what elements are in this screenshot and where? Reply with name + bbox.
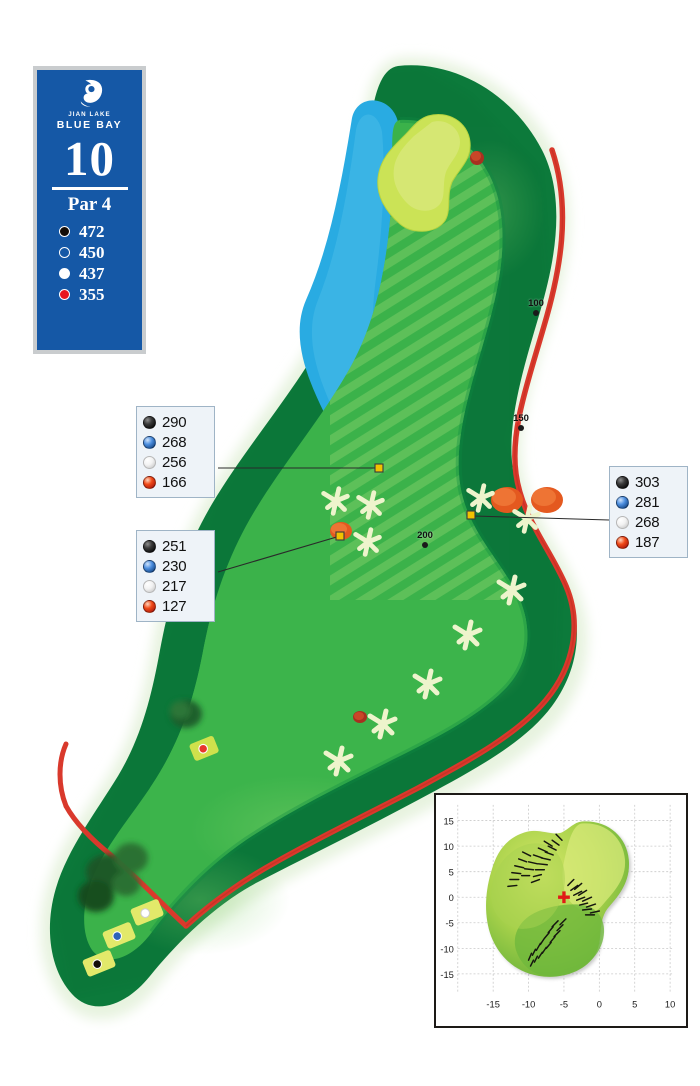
- bunkers: [330, 151, 563, 723]
- svg-text:10: 10: [443, 842, 453, 852]
- legend-row: 166: [143, 472, 207, 492]
- legend-row: 256: [143, 452, 207, 472]
- svg-text:10: 10: [665, 999, 675, 1009]
- yardage-marker-dot: [533, 310, 539, 316]
- legend-row: 268: [616, 512, 680, 532]
- yardage-marker-200: 200: [407, 531, 443, 548]
- distance-legend-lower-left: 251 230 217 127: [136, 530, 215, 622]
- red-ball-icon: [143, 599, 156, 613]
- white-tee-dot-icon: [59, 268, 70, 279]
- legend-row: 217: [143, 576, 207, 596]
- tee-yardage: 437: [79, 263, 105, 283]
- legend-distance: 230: [162, 557, 187, 575]
- svg-text:-10: -10: [522, 999, 535, 1009]
- tee-yardage: 355: [79, 284, 105, 304]
- legend-distance: 290: [162, 413, 187, 431]
- tee-yardage-list: 472 450 437 355: [37, 221, 142, 305]
- distance-legend-right: 303 281 268 187: [609, 466, 688, 558]
- sign-divider: [51, 187, 128, 190]
- palm-trees: [321, 483, 541, 777]
- tee-row: 355: [59, 284, 142, 305]
- leader-lines: [217, 463, 610, 573]
- legend-row: 303: [616, 472, 680, 492]
- legend-distance: 268: [635, 513, 660, 531]
- putting-green: [377, 114, 471, 232]
- legend-row: 187: [616, 532, 680, 552]
- legend-distance: 127: [162, 597, 187, 615]
- par-label: Par 4: [67, 194, 112, 215]
- legend-row: 127: [143, 596, 207, 616]
- distance-legend-upper-left: 290 268 256 166: [136, 406, 215, 498]
- blue-ball-icon: [616, 495, 629, 509]
- red-ball-icon: [616, 535, 629, 549]
- tee-boxes: [82, 736, 219, 977]
- hole-information-sign: JIAN LAKE BLUE BAY 10 Par 4 472 450 437: [33, 66, 146, 354]
- black-ball-icon: [143, 539, 156, 553]
- svg-text:-10: -10: [440, 944, 453, 954]
- hole-number: 10: [64, 131, 115, 186]
- white-ball-icon: [616, 515, 629, 529]
- green-surface-shape: [486, 821, 631, 979]
- svg-text:-5: -5: [446, 919, 454, 929]
- legend-distance: 281: [635, 493, 660, 511]
- legend-row: 230: [143, 556, 207, 576]
- tee-yardage: 472: [79, 221, 105, 241]
- slope-hatching: [507, 833, 601, 967]
- blue-ball-icon: [143, 435, 156, 449]
- y-axis-ticks: 15 10 5 0 -5 -10 -15: [440, 816, 453, 979]
- legend-distance: 268: [162, 433, 187, 451]
- tee-row: 437: [59, 263, 142, 284]
- yardage-marker-dot: [518, 425, 524, 431]
- svg-text:-5: -5: [560, 999, 568, 1009]
- legend-distance: 217: [162, 577, 187, 595]
- black-tee-dot-icon: [59, 226, 70, 237]
- svg-text:5: 5: [449, 868, 454, 878]
- tee-row: 450: [59, 242, 142, 263]
- yardage-marker-100: 100: [518, 299, 554, 316]
- svg-text:5: 5: [632, 999, 637, 1009]
- legend-distance: 251: [162, 537, 187, 555]
- svg-text:0: 0: [449, 893, 454, 903]
- tee-row: 472: [59, 221, 142, 242]
- yardage-marker-150: 150: [503, 414, 539, 431]
- hollow-tee-dot-icon: [59, 247, 70, 258]
- black-ball-icon: [143, 415, 156, 429]
- blue-ball-icon: [143, 559, 156, 573]
- green-contour-inset: 15 10 5 0 -5 -10 -15 -15 -10 -5 0 5 10: [434, 793, 688, 1028]
- bird-leaf-logo-icon: [80, 79, 102, 107]
- svg-text:0: 0: [597, 999, 602, 1009]
- svg-text:-15: -15: [486, 999, 499, 1009]
- legend-row: 281: [616, 492, 680, 512]
- red-ball-icon: [143, 475, 156, 489]
- green-contour-chart: 15 10 5 0 -5 -10 -15 -15 -10 -5 0 5 10: [440, 804, 675, 1009]
- brand-line-1: JIAN LAKE: [68, 111, 111, 118]
- legend-distance: 187: [635, 533, 660, 551]
- red-tee-dot-icon: [59, 289, 70, 300]
- legend-distance: 166: [162, 473, 187, 491]
- white-ball-icon: [143, 579, 156, 593]
- legend-row: 268: [143, 432, 207, 452]
- pin-position-marker: [558, 891, 570, 904]
- yardage-marker-label: 100: [528, 298, 544, 309]
- x-axis-ticks: -15 -10 -5 0 5 10: [486, 999, 675, 1009]
- legend-row: 290: [143, 412, 207, 432]
- brand-line-2: BLUE BAY: [56, 119, 123, 131]
- svg-text:15: 15: [443, 816, 453, 826]
- legend-distance: 256: [162, 453, 187, 471]
- yardage-marker-dot: [422, 542, 428, 548]
- yardage-marker-label: 200: [417, 530, 433, 541]
- black-ball-icon: [616, 475, 629, 489]
- yardage-marker-label: 150: [513, 413, 529, 424]
- white-ball-icon: [143, 455, 156, 469]
- legend-row: 251: [143, 536, 207, 556]
- svg-text:-15: -15: [440, 970, 453, 980]
- tee-yardage: 450: [79, 242, 105, 262]
- legend-distance: 303: [635, 473, 660, 491]
- tree-cluster: [78, 700, 202, 912]
